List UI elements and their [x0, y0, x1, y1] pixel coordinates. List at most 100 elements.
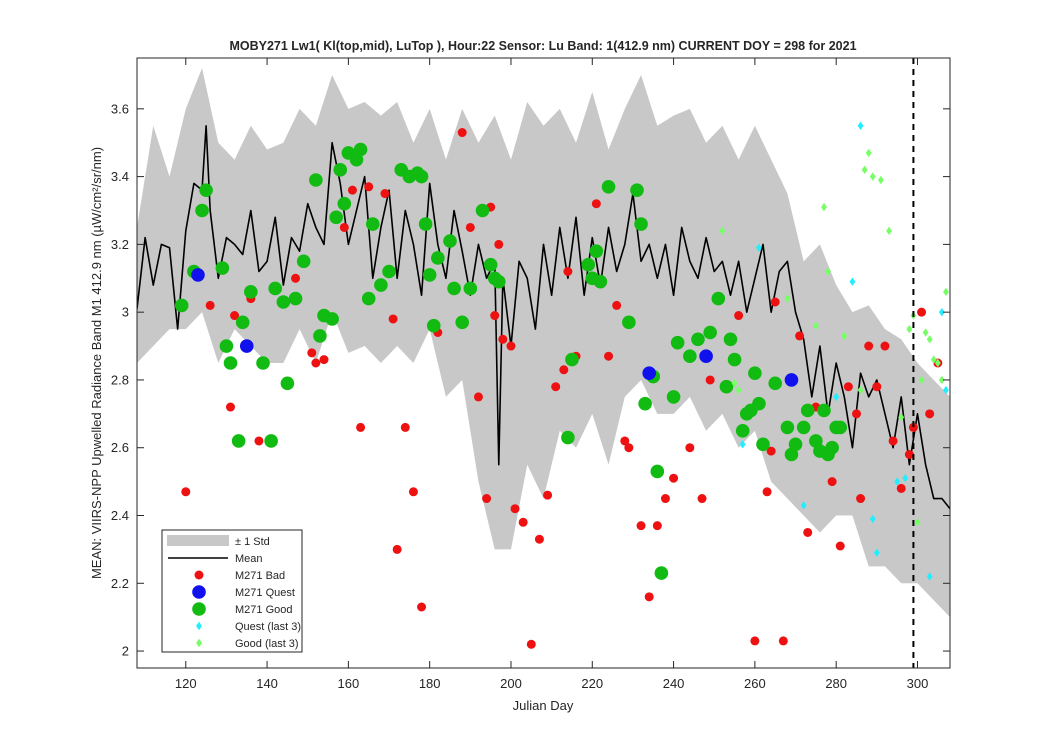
point-bad: [778, 636, 788, 646]
legend-label: M271 Good: [235, 604, 292, 616]
point-good: [703, 325, 717, 340]
point-bad: [230, 311, 240, 321]
point-bad: [652, 521, 662, 531]
point-good: [561, 430, 575, 445]
series-good-last3: [719, 148, 949, 527]
mean-line: [137, 124, 950, 510]
point-good-last3: [865, 148, 872, 158]
point-good: [727, 352, 742, 367]
point-good: [199, 183, 213, 197]
point-bad: [494, 239, 504, 249]
series-quest: [191, 268, 799, 387]
point-good: [215, 261, 230, 275]
point-quest-last3: [894, 477, 901, 486]
point-bad: [925, 409, 935, 419]
point-good: [735, 423, 750, 438]
legend-label: Mean: [235, 553, 263, 565]
point-bad: [307, 348, 317, 358]
point-good: [447, 281, 461, 296]
point-bad: [490, 311, 500, 321]
point-good: [455, 315, 470, 330]
chart-title: MOBY271 Lw1( Kl(top,mid), LuTop ), Hour:…: [229, 39, 856, 53]
point-bad: [770, 297, 780, 307]
point-good: [780, 420, 795, 435]
point-good: [833, 420, 848, 435]
point-good: [256, 356, 270, 370]
x-tick-label: 160: [338, 676, 360, 691]
point-good-last3: [938, 375, 945, 385]
point-bad: [473, 392, 483, 402]
legend-entry: M271 Bad: [194, 570, 285, 582]
point-bad: [510, 504, 520, 514]
point-good: [475, 203, 490, 218]
legend-entry: Quest (last 3): [196, 621, 301, 633]
point-bad: [392, 544, 402, 554]
point-bad: [254, 436, 264, 446]
y-tick-label: 2.2: [111, 576, 129, 591]
point-bad: [856, 494, 866, 504]
point-bad: [604, 351, 614, 361]
point-bad: [465, 222, 475, 232]
point-good: [244, 285, 258, 299]
point-good-last3: [821, 202, 827, 212]
point-good: [622, 315, 636, 330]
point-good: [195, 203, 209, 218]
point-good-last3: [926, 335, 933, 344]
point-good: [443, 234, 457, 248]
point-bad: [457, 128, 467, 138]
point-bad: [364, 182, 374, 192]
point-bad: [408, 487, 418, 497]
point-good-last3: [914, 518, 921, 527]
point-good: [418, 217, 433, 231]
point-good-last3: [857, 385, 864, 395]
y-tick-label: 3: [122, 305, 129, 320]
point-good: [264, 434, 278, 448]
point-bad: [705, 375, 715, 385]
point-bad: [803, 527, 813, 537]
point-bad: [612, 300, 622, 310]
legend-label: ± 1 Std: [235, 536, 270, 548]
point-quest-last3: [849, 277, 856, 286]
point-good: [268, 281, 283, 296]
point-good: [601, 179, 616, 194]
point-quest-last3: [756, 243, 762, 252]
point-quest-last3: [926, 572, 933, 581]
y-tick-label: 3.4: [111, 169, 129, 184]
point-bad: [543, 490, 553, 500]
point-good: [353, 142, 368, 157]
y-tick-label: 2.6: [111, 440, 129, 455]
points-layer: [174, 121, 949, 649]
legend-swatch-good: [192, 602, 206, 616]
point-bad: [417, 602, 427, 612]
point-quest: [191, 268, 205, 282]
point-good: [333, 163, 348, 177]
point-good: [288, 291, 303, 306]
point-good: [748, 366, 762, 380]
point-bad: [518, 517, 528, 527]
point-bad: [904, 450, 914, 459]
point-good: [719, 379, 734, 394]
point-quest-last3: [873, 548, 880, 557]
point-good-last3: [735, 385, 742, 395]
y-tick-label: 2.8: [111, 372, 129, 387]
point-good-last3: [877, 175, 884, 185]
point-bad: [534, 534, 544, 544]
legend-entry: Mean: [168, 553, 263, 565]
point-bad: [896, 483, 906, 493]
point-bad: [864, 341, 874, 351]
point-bad: [225, 402, 235, 412]
point-bad: [291, 273, 301, 283]
legend: ± 1 Std Mean M271 Bad M271 Quest M271 Good Qu…: [161, 529, 303, 653]
x-tick-label: 240: [663, 676, 685, 691]
point-bad: [551, 382, 561, 392]
point-good: [752, 396, 766, 411]
legend-swatch-band: [167, 535, 229, 546]
point-bad: [482, 494, 492, 504]
point-good: [491, 274, 506, 289]
y-axis: 2 2.2 2.4 2.6 2.8 3 3.2 3.4 3.6: [111, 101, 950, 659]
point-bad: [181, 487, 191, 497]
point-bad: [620, 436, 630, 446]
point-good: [431, 251, 445, 265]
point-quest: [699, 349, 713, 364]
point-bad: [685, 443, 695, 453]
